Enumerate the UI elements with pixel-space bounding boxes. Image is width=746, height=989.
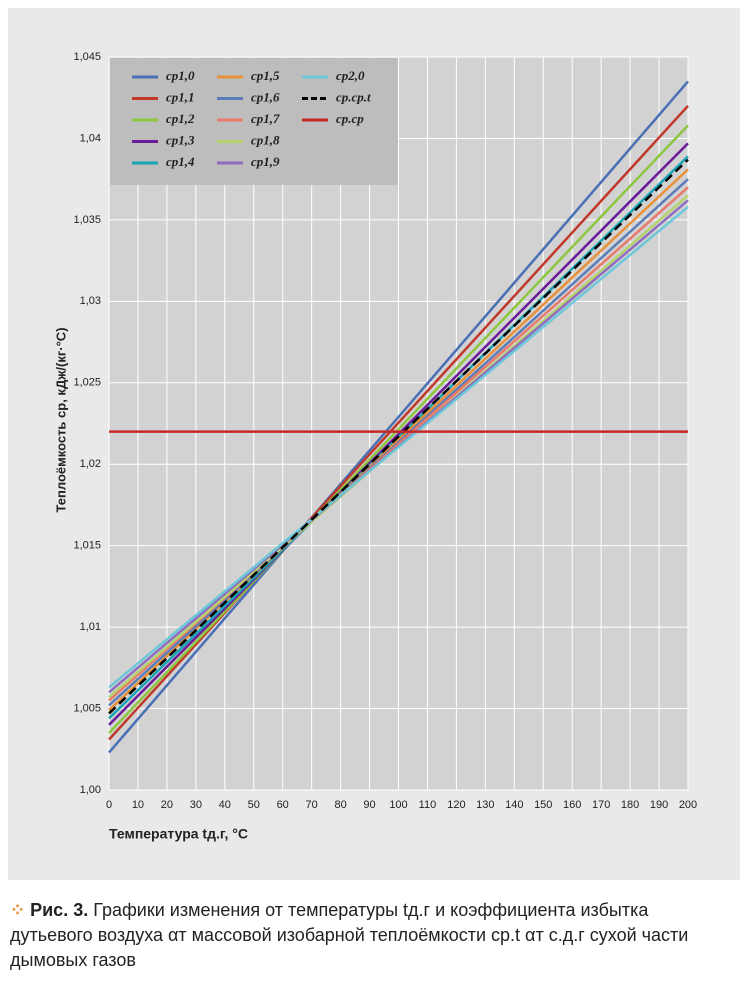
x-tick-label: 150: [534, 799, 552, 811]
legend-label: cp1,2: [166, 111, 195, 126]
chart: cp1,0 cp1,1 cp1,2 cp1,3 cp1,4 cp1,5 cp1,6 cp1,7…: [8, 8, 740, 880]
x-tick-label: 160: [563, 799, 581, 811]
caption-text: Графики изменения от температуры tд.г и …: [10, 900, 689, 970]
x-tick-label: 180: [621, 799, 639, 811]
legend-label: cp1,8: [251, 132, 280, 147]
x-tick-label: 130: [476, 799, 494, 811]
caption-label: Рис. 3.: [30, 900, 89, 920]
x-tick-label: 90: [363, 799, 375, 811]
series-line: [108, 142, 689, 726]
series-line: [108, 158, 689, 715]
x-tick-label: 70: [306, 799, 318, 811]
y-tick-label: 1,045: [73, 51, 101, 63]
legend-label: cp1,5: [251, 68, 280, 83]
x-tick-label: 60: [277, 799, 289, 811]
legend-label: cp.cp.t: [336, 89, 371, 104]
caption: ⁘ Рис. 3. Графики изменения от температу…: [10, 898, 736, 973]
x-tick-label: 30: [190, 799, 202, 811]
legend-label: cp1,6: [251, 89, 280, 104]
legend-label: cp2,0: [336, 68, 365, 83]
legend-label: cp1,7: [251, 111, 280, 126]
y-tick-label: 1,00: [80, 784, 101, 796]
x-tick-label: 20: [161, 799, 173, 811]
y-tick-label: 1,02: [80, 458, 101, 470]
x-tick-label: 0: [106, 799, 112, 811]
x-tick-label: 170: [592, 799, 610, 811]
y-tick-label: 1,005: [73, 702, 101, 714]
x-tick-label: 50: [248, 799, 260, 811]
series-line: [108, 124, 689, 734]
y-tick-label: 1,04: [80, 132, 101, 144]
x-tick-label: 190: [650, 799, 668, 811]
y-tick-label: 1,025: [73, 377, 101, 389]
legend-label: cp1,0: [166, 68, 195, 83]
series-line: [108, 105, 689, 741]
series-line: [108, 205, 689, 689]
x-tick-label: 140: [505, 799, 523, 811]
y-tick-label: 1,035: [73, 214, 101, 226]
x-tick-label: 110: [419, 799, 437, 811]
legend-label: cp1,9: [251, 154, 280, 169]
y-tick-label: 1,015: [73, 540, 101, 552]
legend-label: cp1,1: [166, 89, 195, 104]
bullet: ⁘: [10, 900, 26, 920]
x-tick-label: 100: [389, 799, 407, 811]
series-line: [108, 80, 689, 754]
y-tick-label: 1,01: [80, 621, 101, 633]
legend-label: cp.cp: [336, 111, 364, 126]
x-tick-label: 200: [679, 799, 697, 811]
x-tick-label: 10: [132, 799, 144, 811]
x-axis-label: Температура tд.г, °С: [109, 826, 248, 842]
x-tick-label: 40: [219, 799, 231, 811]
y-axis-label: Теплоёмкость cp, кДж/(кг·°С): [53, 327, 68, 512]
legend-label: cp1,3: [166, 132, 195, 147]
y-tick-label: 1,03: [80, 295, 101, 307]
x-tick-label: 80: [334, 799, 346, 811]
legend-label: cp1,4: [166, 154, 195, 169]
x-tick-label: 120: [447, 799, 465, 811]
